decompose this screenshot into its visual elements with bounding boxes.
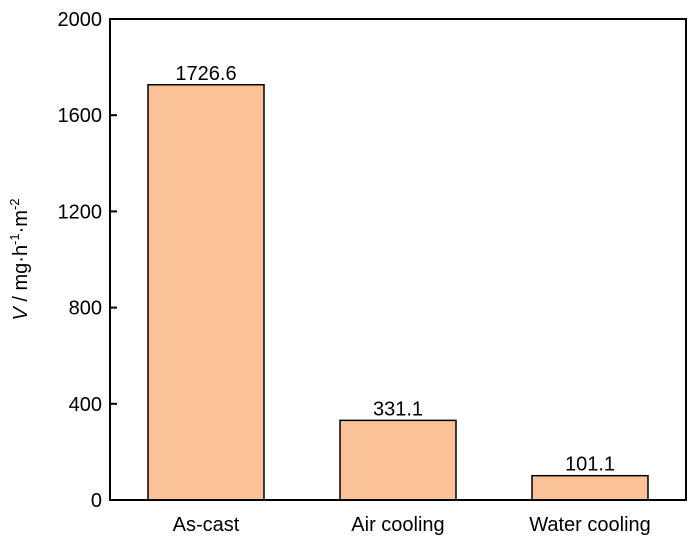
y-axis-title: V / mg·h-1·m-2 (7, 198, 32, 320)
y-tick-label: 1600 (58, 105, 103, 127)
x-category-label: Water cooling (529, 514, 651, 536)
bar (531, 474, 649, 501)
bar-data-label: 331.1 (373, 398, 423, 420)
y-tick-label: 2000 (58, 9, 103, 31)
y-tick-label: 1200 (58, 201, 103, 223)
y-tick-label: 800 (69, 298, 102, 320)
y-axis-title-exponent1: -1 (7, 233, 22, 245)
y-axis-title-variable: V (10, 306, 32, 321)
bars-layer (147, 84, 649, 501)
y-axis-title-unit-part1: / mg·h (10, 245, 32, 307)
data-labels-layer: 1726.6 331.1 101.1 (175, 63, 615, 476)
bar (339, 419, 457, 501)
y-axis-title-unit-part2: ·m (10, 210, 32, 233)
y-tick-label: 400 (69, 394, 102, 416)
y-axis-title-exponent2: -2 (7, 198, 22, 210)
x-axis-category-labels: As-cast Air cooling Water cooling (173, 514, 651, 536)
y-tick-label: 0 (91, 490, 102, 512)
x-category-label: As-cast (173, 514, 240, 536)
plot-area-frame (109, 18, 687, 501)
bar-data-label: 101.1 (565, 454, 615, 476)
bar (147, 84, 265, 501)
x-category-label: Air cooling (351, 514, 444, 536)
bar-data-label: 1726.6 (175, 63, 236, 85)
y-axis-ticks: 0 400 800 1200 1600 2000 (58, 9, 117, 512)
